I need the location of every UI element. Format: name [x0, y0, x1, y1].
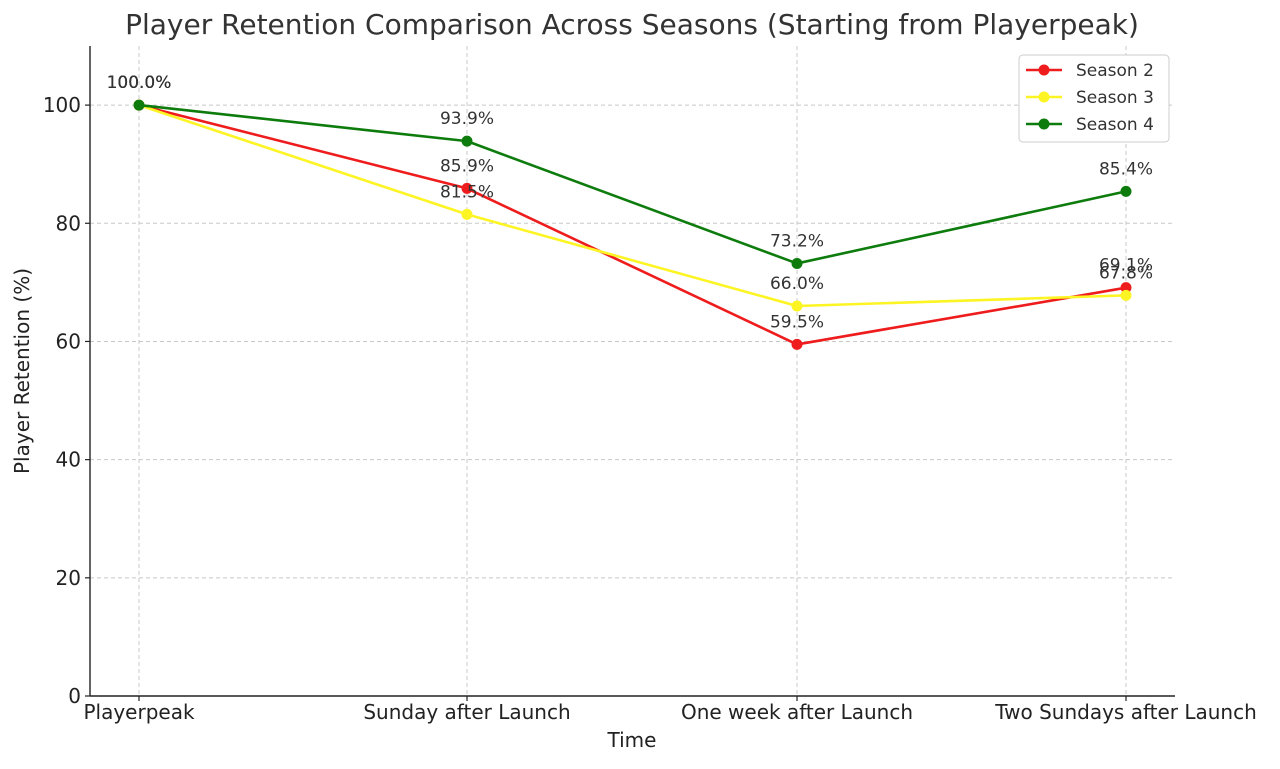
series-line [138, 103, 1127, 265]
x-tick-label: Two Sundays after Launch [994, 700, 1257, 724]
data-point [1120, 289, 1132, 301]
data-point [461, 208, 473, 220]
legend-frame [1018, 54, 1170, 143]
data-label: 66.0% [770, 274, 824, 294]
legend-label: Season 2 [1076, 61, 1154, 81]
data-label: 85.4% [1099, 159, 1153, 179]
legend-label: Season 4 [1076, 115, 1154, 135]
data-label: 93.9% [440, 109, 494, 129]
data-point [1120, 185, 1132, 197]
y-tick-label: 80 [56, 211, 81, 235]
series-line [138, 103, 1127, 308]
data-label: 67.8% [1099, 263, 1153, 283]
x-tick-label: Playerpeak [83, 700, 194, 724]
grid [90, 46, 1175, 696]
data-point [133, 99, 145, 111]
data-point [791, 338, 803, 350]
data-label: 100.0% [107, 73, 172, 93]
x-tick-label: One week after Launch [681, 700, 913, 724]
data-point [461, 182, 473, 194]
data-labels: 100.0%85.9%59.5%69.1%100.0%81.5%66.0%67.… [107, 73, 1153, 332]
y-tick-label: 0 [68, 684, 81, 708]
data-point [791, 300, 803, 312]
data-point [1120, 282, 1132, 294]
x-tick-label: Sunday after Launch [363, 700, 570, 724]
series-season-4 [133, 99, 1132, 269]
series-layer [133, 99, 1132, 350]
legend-marker [1038, 118, 1050, 130]
y-axis-title: Player Retention (%) [10, 268, 34, 474]
y-tick-label: 20 [56, 566, 81, 590]
series-season-2 [133, 99, 1132, 350]
data-label: 69.1% [1099, 256, 1153, 276]
data-label: 59.5% [770, 312, 824, 332]
data-point [461, 135, 473, 147]
legend: Season 2 Season 3 Season 4 [1018, 54, 1170, 143]
legend-marker [1038, 91, 1050, 103]
data-label: 73.2% [770, 231, 824, 251]
series-season-3 [133, 99, 1132, 312]
y-tick-label: 60 [56, 329, 81, 353]
data-label: 100.0% [107, 73, 172, 93]
chart-title: Player Retention Comparison Across Seaso… [125, 8, 1139, 41]
legend-marker [1038, 64, 1050, 76]
x-axis-title: Time [607, 728, 657, 752]
series-line [138, 103, 1127, 346]
axes: 0 20 40 60 80 100 Playerpeak Sunday after Launc… [43, 46, 1257, 724]
y-tick-label: 100 [43, 93, 81, 117]
y-tick-label: 40 [56, 448, 81, 472]
data-label: 85.9% [440, 156, 494, 176]
data-point [791, 257, 803, 269]
data-label: 81.5% [440, 182, 494, 202]
legend-label: Season 3 [1076, 88, 1154, 108]
data-label: 100.0% [107, 73, 172, 93]
